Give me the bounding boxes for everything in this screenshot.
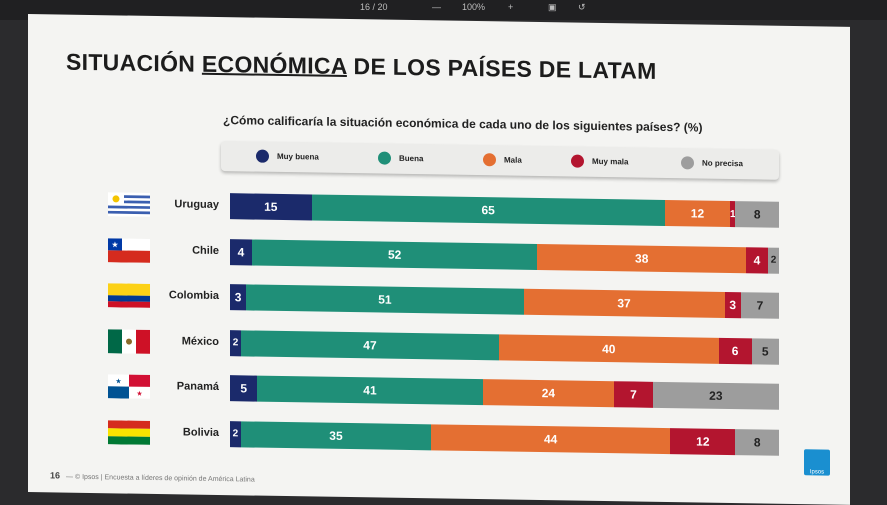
chart-legend: Muy buena Buena Mala Muy mala No precisa <box>221 141 779 180</box>
legend-label: Mala <box>504 155 522 165</box>
bar-segment: 6 <box>718 337 752 364</box>
slide-title: SITUACIÓN ECONÓMICA DE LOS PAÍSES DE LAT… <box>66 48 657 84</box>
flag-uruguay-icon <box>108 192 150 217</box>
bar-segment: 37 <box>523 288 725 318</box>
bar-segment: 38 <box>537 243 747 273</box>
category-label: Uruguay <box>174 198 219 212</box>
bar-segment: 3 <box>230 284 247 311</box>
category-label: México <box>181 334 219 348</box>
legend-swatch <box>256 149 269 163</box>
bar-segment: 24 <box>482 379 615 408</box>
flag-colombia-icon <box>108 283 150 308</box>
bar-segment: 4 <box>230 238 252 266</box>
svg-text:★: ★ <box>111 240 118 249</box>
bar-segment: 23 <box>652 381 779 410</box>
bar-segment: 35 <box>240 420 432 450</box>
legend-item: Mala <box>483 153 522 167</box>
bar-segment: 12 <box>664 200 731 228</box>
legend-label: No precisa <box>702 158 743 169</box>
ipsos-logo: Ipsos <box>804 449 830 476</box>
bar-segment: 7 <box>614 381 653 408</box>
slide-footer: 16— © Ipsos | Encuesta a líderes de opin… <box>50 470 255 484</box>
zoom-level: 100% <box>462 2 486 12</box>
legend-label: Muy buena <box>277 151 319 162</box>
bar-segment: 2 <box>230 329 241 356</box>
bar-segment: 8 <box>735 201 779 228</box>
stacked-bar: 2 47 40 6 5 <box>230 329 779 365</box>
bar-segment: 40 <box>498 333 719 364</box>
svg-text:★: ★ <box>115 377 121 385</box>
legend-swatch <box>571 154 584 168</box>
bar-segment: 52 <box>251 239 538 270</box>
stacked-bar: 5 41 24 7 23 <box>230 375 779 410</box>
stacked-bar: 15 65 12 1 8 <box>230 193 779 228</box>
fit-page-icon[interactable]: ▣ <box>548 2 557 12</box>
bar-segment: 2 <box>767 247 779 274</box>
flag-panama-icon: ★ ★ <box>108 374 150 399</box>
bar-segment: 44 <box>431 423 671 454</box>
category-label: Bolivia <box>182 425 219 439</box>
bar-segment: 41 <box>257 375 483 406</box>
stacked-bar: 3 51 37 3 7 <box>230 284 779 319</box>
slide: SITUACIÓN ECONÓMICA DE LOS PAÍSES DE LAT… <box>28 14 850 505</box>
bar-segment: 65 <box>311 194 665 227</box>
legend-label: Muy mala <box>592 156 629 167</box>
flag-chile-icon: ★ <box>108 237 150 263</box>
legend-item: Muy buena <box>256 149 319 164</box>
rotate-icon[interactable]: ↺ <box>578 2 586 12</box>
stacked-bar: 4 52 38 4 2 <box>230 238 779 274</box>
chart-title: ¿Cómo calificaría la situación económica… <box>223 113 703 135</box>
bar-segment: 5 <box>751 337 779 365</box>
bar-segment: 7 <box>740 292 779 319</box>
bar-segment: 12 <box>670 427 736 455</box>
category-label: Chile <box>192 244 219 257</box>
bar-segment: 2 <box>230 420 241 447</box>
zoom-out-button[interactable]: — <box>432 2 441 12</box>
bar-segment: 3 <box>724 291 741 319</box>
bar-segment: 47 <box>240 329 499 360</box>
stacked-bar: 2 35 44 12 8 <box>230 420 779 456</box>
legend-item: No precisa <box>681 156 743 170</box>
category-label: Panamá <box>176 380 219 394</box>
zoom-in-button[interactable]: + <box>508 2 514 12</box>
bar-segment: 51 <box>246 284 524 315</box>
legend-item: Muy mala <box>571 154 629 169</box>
legend-swatch <box>483 153 496 167</box>
page-indicator: 16 / 20 <box>360 2 388 12</box>
bar-segment: 5 <box>230 375 258 402</box>
category-label: Colombia <box>168 289 219 303</box>
legend-swatch <box>378 151 391 165</box>
flag-bolivia-icon <box>108 419 150 445</box>
flag-mexico-icon <box>108 328 150 354</box>
legend-swatch <box>681 156 694 170</box>
legend-label: Buena <box>399 153 424 164</box>
viewer-toolbar: 16 / 20 — 100% + ▣ ↺ <box>0 0 887 20</box>
bar-segment: 4 <box>746 246 768 274</box>
legend-item: Buena <box>378 151 423 165</box>
bar-segment: 8 <box>735 428 779 456</box>
bar-segment: 15 <box>230 193 312 221</box>
svg-text:★: ★ <box>136 390 142 398</box>
